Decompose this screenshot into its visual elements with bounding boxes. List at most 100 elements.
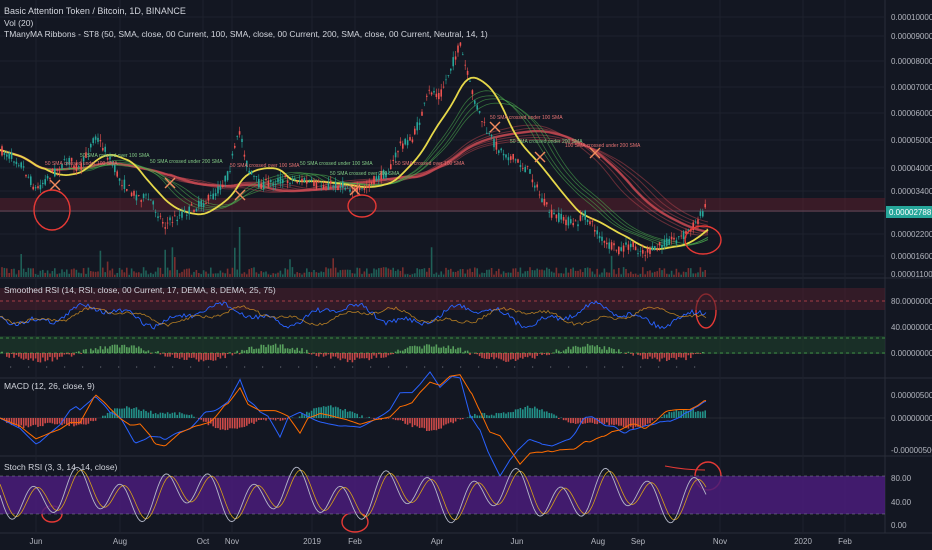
rsi-histogram-bar <box>46 353 49 361</box>
candle <box>666 238 668 246</box>
candle <box>639 250 642 252</box>
rsi-histogram-bar <box>682 353 685 358</box>
candle <box>342 181 344 188</box>
volume-bar <box>531 270 534 277</box>
volume-bar <box>430 247 433 277</box>
macd-histogram-bar <box>202 418 205 422</box>
rsi-divergence-mark: • <box>208 364 210 369</box>
time-tick-label: Sep <box>631 537 646 546</box>
candle <box>622 245 625 252</box>
volume-bar <box>447 269 450 277</box>
volume-bar <box>687 268 690 277</box>
volume-bar <box>349 269 351 277</box>
rsi-histogram-bar <box>630 353 632 354</box>
volume-bar <box>174 257 176 277</box>
macd-histogram-bar <box>159 412 162 418</box>
stoch-d-line <box>0 469 707 521</box>
macd-histogram-bar <box>565 418 567 421</box>
volume-bar <box>459 269 462 277</box>
macd-signal-line <box>0 374 707 466</box>
rsi-divergence-mark: • <box>424 364 426 369</box>
rsi-histogram-bar <box>411 346 414 353</box>
volume-bar <box>214 273 217 277</box>
volume-bar <box>277 272 279 277</box>
volume-bar <box>262 272 265 277</box>
volume-bar <box>190 274 193 277</box>
rsi-histogram-bar <box>526 353 529 358</box>
candle <box>274 184 277 186</box>
macd-histogram-bar <box>303 415 306 418</box>
macd-histogram-bar <box>558 418 560 419</box>
macd-histogram-bar <box>116 408 118 418</box>
volume-bar <box>238 227 241 277</box>
candle <box>668 238 670 245</box>
candle <box>34 187 37 189</box>
volume-bar <box>152 274 154 277</box>
candle <box>661 245 663 249</box>
macd-histogram-bar <box>181 413 183 418</box>
macd-histogram-bar <box>450 418 452 423</box>
rsi-histogram-bar <box>690 353 692 358</box>
rsi-histogram-bar <box>176 353 178 358</box>
rsi-histogram-bar <box>603 346 606 353</box>
candle <box>620 247 622 251</box>
volume-bar <box>666 273 668 277</box>
candle <box>697 219 699 225</box>
candle <box>195 208 198 212</box>
volume-bar <box>337 272 339 277</box>
macd-histogram-bar <box>241 418 243 428</box>
macd-histogram-bar <box>284 418 286 420</box>
volume-bar <box>603 268 606 277</box>
volume-bar <box>85 273 87 277</box>
candle <box>618 246 620 255</box>
volume-bar <box>579 269 582 277</box>
volume-bar <box>373 268 375 277</box>
macd-histogram-bar <box>255 418 258 422</box>
rsi-histogram-bar <box>534 353 536 359</box>
vol-legend: Vol (20) <box>4 18 34 28</box>
macd-histogram-bar <box>123 408 126 418</box>
candle <box>462 54 464 56</box>
macd-histogram-bar <box>692 409 694 418</box>
volume-bar <box>171 247 174 277</box>
rsi-histogram-bar <box>90 348 92 353</box>
rsi-histogram-bar <box>97 349 99 353</box>
candle <box>258 178 260 188</box>
macd-histogram-bar <box>466 417 469 418</box>
rsi-divergence-mark: • <box>640 364 642 369</box>
rsi-histogram-bar <box>596 345 598 353</box>
candle <box>435 93 438 97</box>
volume-bar <box>310 272 313 277</box>
volume-bar <box>39 270 42 277</box>
stoch-k-line <box>0 466 707 524</box>
macd-histogram-bar <box>342 410 344 418</box>
rsi-histogram-bar <box>291 347 294 353</box>
macd-histogram-bar <box>510 412 512 418</box>
volume-bar <box>315 272 318 277</box>
candle <box>370 181 373 185</box>
candle <box>654 246 656 250</box>
volume-bar <box>512 268 514 277</box>
volume-bar <box>267 274 270 277</box>
macd-tick-label: -0.00000500 <box>891 446 932 455</box>
macd-histogram-bar <box>546 411 548 418</box>
candle <box>651 246 654 251</box>
macd-histogram-bar <box>162 412 164 418</box>
rsi-histogram-bar <box>198 353 200 362</box>
ma-cross-label: 50 SMA crossed over 100 SMA <box>395 161 465 167</box>
volume-bar <box>606 272 608 277</box>
volume-bar <box>411 274 414 277</box>
candle <box>702 211 704 217</box>
macd-histogram-bar <box>589 418 591 423</box>
macd-histogram-bar <box>3 418 6 420</box>
macd-histogram-bar <box>493 415 495 418</box>
candle <box>315 180 318 189</box>
volume-bar <box>94 271 97 277</box>
macd-histogram-bar <box>490 414 493 418</box>
candle <box>632 241 634 247</box>
volume-bar <box>121 269 123 277</box>
macd-histogram-bar <box>94 418 97 421</box>
macd-histogram-bar <box>140 410 142 418</box>
candle <box>241 138 243 143</box>
